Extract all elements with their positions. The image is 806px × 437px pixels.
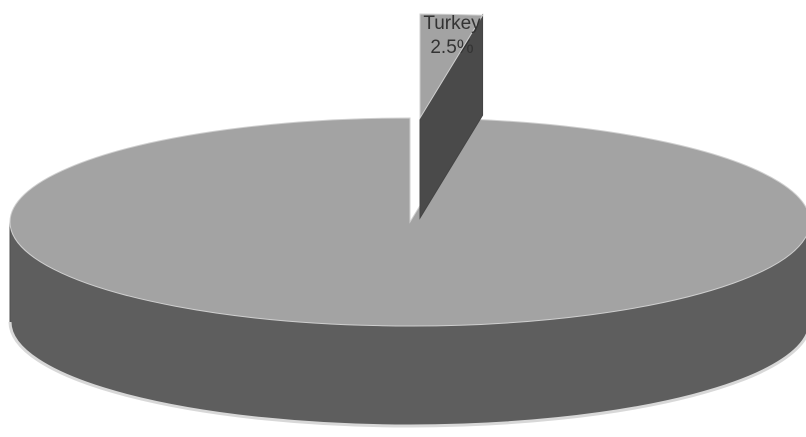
slice-value-turkey: 2.5% bbox=[430, 37, 474, 58]
pie-slice-main-top bbox=[9, 117, 806, 327]
pie-slice-turkey-top bbox=[419, 13, 484, 120]
slice-name-turkey: Turkey bbox=[423, 13, 481, 34]
pie-bottom-rim bbox=[8, 321, 806, 428]
slice-label-turkey: Turkey 2.5% bbox=[392, 12, 512, 60]
